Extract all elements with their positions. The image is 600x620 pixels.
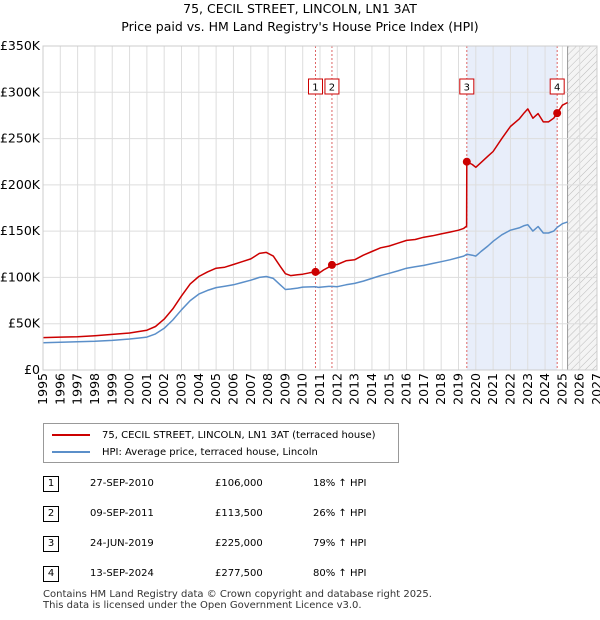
sale-number-badge: 4 bbox=[43, 566, 59, 582]
sale-marker-box bbox=[307, 78, 323, 95]
x-tick-label: 1998 bbox=[87, 373, 102, 405]
table-row: 3 24-JUN-2019 £225,000 79% ↑ HPI bbox=[43, 536, 403, 556]
x-tick-label: 2018 bbox=[433, 373, 448, 405]
legend-item-property: 75, CECIL STREET, LINCOLN, LN1 3AT (terr… bbox=[52, 427, 376, 443]
y-tick-label: £50K bbox=[8, 316, 41, 331]
x-tick-label: 2020 bbox=[468, 373, 483, 405]
y-tick-label: £0 bbox=[24, 362, 40, 377]
sale-price: £113,500 bbox=[215, 508, 263, 519]
sale-price: £225,000 bbox=[215, 538, 263, 549]
sale-marker-box bbox=[549, 78, 565, 95]
x-tick-label: 2023 bbox=[520, 373, 535, 405]
x-tick-label: 2015 bbox=[381, 373, 396, 405]
x-tick-label: 2017 bbox=[416, 373, 431, 405]
x-tick-label: 2011 bbox=[312, 373, 327, 405]
sale-date: 27-SEP-2010 bbox=[90, 478, 154, 489]
sale-hpi-change: 79% ↑ HPI bbox=[313, 538, 367, 549]
sale-marker-label: 1 bbox=[312, 83, 318, 94]
legend: 75, CECIL STREET, LINCOLN, LN1 3AT (terr… bbox=[43, 423, 399, 463]
x-tick-label: 2006 bbox=[225, 373, 240, 405]
y-tick-label: £350K bbox=[0, 38, 41, 53]
y-tick-label: £250K bbox=[0, 131, 41, 146]
y-tick-label: £300K bbox=[0, 84, 41, 99]
x-tick-label: 2019 bbox=[451, 373, 466, 405]
x-tick-label: 2007 bbox=[243, 373, 258, 405]
legend-label-hpi: HPI: Average price, terraced house, Linc… bbox=[102, 446, 318, 458]
x-tick-label: 1996 bbox=[52, 373, 67, 405]
forecast-area bbox=[567, 46, 597, 370]
sale-marker-box bbox=[324, 78, 340, 95]
x-tick-label: 2024 bbox=[537, 373, 552, 405]
property-price-line bbox=[42, 101, 568, 339]
sale-date: 09-SEP-2011 bbox=[90, 508, 154, 519]
sale-point bbox=[327, 260, 336, 269]
sale-point bbox=[462, 157, 471, 166]
x-tick-label: 2003 bbox=[174, 373, 189, 405]
x-tick-label: 2008 bbox=[260, 373, 275, 405]
footer-copyright: Contains HM Land Registry data © Crown c… bbox=[43, 589, 432, 600]
highlight-period bbox=[466, 46, 558, 370]
sale-date: 24-JUN-2019 bbox=[90, 538, 154, 549]
x-tick-label: 2004 bbox=[191, 373, 206, 405]
sale-number-badge: 3 bbox=[43, 536, 59, 552]
sale-price: £106,000 bbox=[215, 478, 263, 489]
legend-swatch-blue bbox=[52, 451, 90, 453]
sale-hpi-change: 18% ↑ HPI bbox=[313, 478, 367, 489]
sale-point bbox=[553, 109, 562, 118]
sale-date: 13-SEP-2024 bbox=[90, 568, 154, 579]
x-tick-label: 2026 bbox=[572, 373, 587, 405]
x-tick-label: 2002 bbox=[156, 373, 171, 405]
sale-price: £277,500 bbox=[215, 568, 263, 579]
sale-hpi-change: 26% ↑ HPI bbox=[313, 508, 367, 519]
sale-marker-label: 4 bbox=[554, 83, 560, 94]
footer-licence: This data is licensed under the Open Gov… bbox=[43, 600, 362, 611]
sale-marker-label: 3 bbox=[464, 83, 470, 94]
x-tick-label: 2014 bbox=[364, 373, 379, 405]
x-tick-label: 2012 bbox=[329, 373, 344, 405]
x-tick-label: 2016 bbox=[399, 373, 414, 405]
sale-number-badge: 2 bbox=[43, 506, 59, 522]
sale-number-badge: 1 bbox=[43, 476, 59, 492]
table-row: 4 13-SEP-2024 £277,500 80% ↑ HPI bbox=[43, 566, 403, 586]
x-tick-label: 1995 bbox=[35, 373, 50, 405]
x-tick-label: 2021 bbox=[485, 373, 500, 405]
x-tick-label: 2013 bbox=[347, 373, 362, 405]
sale-marker-label: 2 bbox=[329, 83, 335, 94]
sale-marker-box bbox=[459, 78, 475, 95]
price-chart: 75, CECIL STREET, LINCOLN, LN1 3AT Price… bbox=[0, 1, 600, 405]
table-row: 1 27-SEP-2010 £106,000 18% ↑ HPI bbox=[43, 476, 403, 496]
x-tick-label: 1999 bbox=[104, 373, 119, 405]
chart-title: 75, CECIL STREET, LINCOLN, LN1 3AT bbox=[183, 1, 417, 16]
y-tick-label: £100K bbox=[0, 269, 41, 284]
legend-swatch-red bbox=[52, 434, 90, 436]
x-tick-label: 2010 bbox=[295, 373, 310, 405]
x-tick-label: 2022 bbox=[502, 373, 517, 405]
x-tick-label: 1997 bbox=[70, 373, 85, 405]
sale-point bbox=[311, 267, 320, 276]
hpi-line bbox=[42, 221, 568, 344]
plot-border bbox=[42, 45, 598, 371]
x-tick-label: 2027 bbox=[589, 373, 600, 405]
footer: Contains HM Land Registry data © Crown c… bbox=[43, 589, 432, 611]
sale-hpi-change: 80% ↑ HPI bbox=[313, 568, 367, 579]
table-row: 2 09-SEP-2011 £113,500 26% ↑ HPI bbox=[43, 506, 403, 526]
chart-subtitle: Price paid vs. HM Land Registry's House … bbox=[121, 19, 478, 34]
x-tick-label: 2001 bbox=[139, 373, 154, 405]
x-tick-label: 2005 bbox=[208, 373, 223, 405]
legend-item-hpi: HPI: Average price, terraced house, Linc… bbox=[52, 444, 318, 460]
x-tick-label: 2009 bbox=[277, 373, 292, 405]
legend-label-property: 75, CECIL STREET, LINCOLN, LN1 3AT (terr… bbox=[102, 429, 376, 441]
x-tick-label: 2025 bbox=[554, 373, 569, 405]
y-tick-label: £150K bbox=[0, 223, 41, 238]
x-tick-label: 2000 bbox=[122, 373, 137, 405]
y-tick-label: £200K bbox=[0, 177, 41, 192]
